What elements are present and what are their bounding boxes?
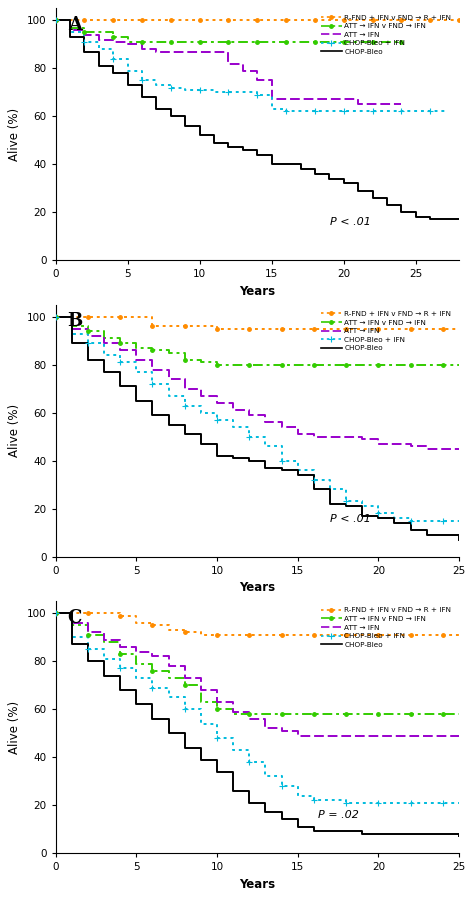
Text: P = .02: P = .02 xyxy=(318,810,359,820)
Y-axis label: Alive (%): Alive (%) xyxy=(9,405,21,458)
Legend: R-FND + IFN v FND → R + IFN, ATT → IFN v FND → IFN, ATT → IFN, CHOP-Bleo + IFN, : R-FND + IFN v FND → R + IFN, ATT → IFN v… xyxy=(321,608,451,647)
Text: P < .01: P < .01 xyxy=(330,514,371,524)
Text: B: B xyxy=(68,312,83,330)
X-axis label: Years: Years xyxy=(239,285,275,298)
Text: P < .01: P < .01 xyxy=(330,218,371,227)
Text: A: A xyxy=(68,16,82,34)
Legend: R-FND + IFN v FND → R + IFN, ATT → IFN v FND → IFN, ATT → IFN, CHOP-Bleo + IFN, : R-FND + IFN v FND → R + IFN, ATT → IFN v… xyxy=(321,311,451,352)
Y-axis label: Alive (%): Alive (%) xyxy=(9,700,21,753)
Text: C: C xyxy=(68,609,82,627)
X-axis label: Years: Years xyxy=(239,877,275,891)
Legend: R-FND + IFN v FND → R + IFN, ATT → IFN v FND → IFN, ATT → IFN, CHOP-Bleo + IFN, : R-FND + IFN v FND → R + IFN, ATT → IFN v… xyxy=(321,14,451,55)
X-axis label: Years: Years xyxy=(239,582,275,594)
Y-axis label: Alive (%): Alive (%) xyxy=(9,108,21,161)
